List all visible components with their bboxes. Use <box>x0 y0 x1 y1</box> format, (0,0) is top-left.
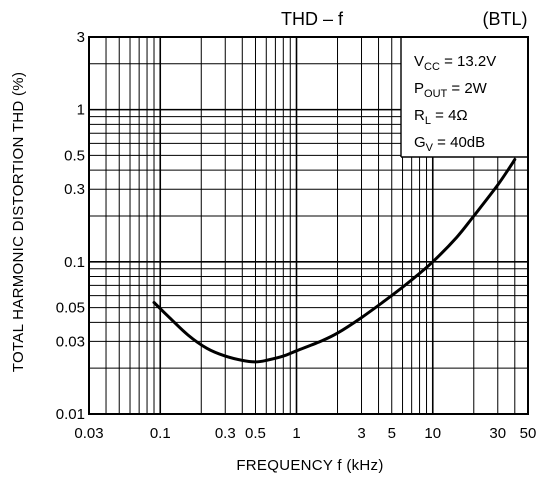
y-tick-label: 0.3 <box>64 181 85 198</box>
y-tick-label: 1 <box>77 102 85 119</box>
thd-curve <box>152 158 517 364</box>
x-tick-label: 10 <box>424 425 441 442</box>
y-tick-label: 3 <box>77 29 85 46</box>
curve-layer <box>152 158 517 364</box>
x-tick-label: 0.03 <box>74 425 103 442</box>
x-axis-title: FREQUENCY f (kHz) <box>236 457 383 474</box>
y-tick-label: 0.05 <box>56 300 85 317</box>
x-tick-label: 3 <box>357 425 365 442</box>
test-conditions-box: VCC = 13.2V POUT = 2W RL = 4Ω GV = 40dB <box>400 38 528 158</box>
x-tick-label: 50 <box>520 425 537 442</box>
x-tick-label: 1 <box>292 425 300 442</box>
plot-frame <box>88 36 529 415</box>
mode-label: (BTL) <box>483 9 528 29</box>
conditions-background <box>401 38 527 157</box>
y-tick-label: 0.1 <box>64 254 85 271</box>
y-tick-labels: 0.01 0.03 0.05 0.1 0.3 0.5 1 3 <box>56 29 85 423</box>
condition-line: RL = 4Ω <box>414 107 468 127</box>
y-tick-label: 0.03 <box>56 333 85 350</box>
y-axis-title: TOTAL HARMONIC DISTORTION THD (%) <box>10 72 27 372</box>
y-tick-label: 0.5 <box>64 147 85 164</box>
x-tick-labels: 0.03 0.1 0.3 0.5 1 3 5 10 30 50 <box>74 425 536 442</box>
x-tick-label: 0.5 <box>245 425 266 442</box>
chart-title: THD – f <box>281 9 344 29</box>
x-tick-label: 0.3 <box>215 425 236 442</box>
condition-line: VCC = 13.2V <box>414 53 496 73</box>
condition-line: GV = 40dB <box>414 134 485 154</box>
y-tick-label: 0.01 <box>56 406 85 423</box>
x-tick-label: 0.1 <box>150 425 171 442</box>
x-tick-label: 30 <box>489 425 506 442</box>
x-tick-label: 5 <box>388 425 396 442</box>
condition-line: POUT = 2W <box>414 80 488 100</box>
